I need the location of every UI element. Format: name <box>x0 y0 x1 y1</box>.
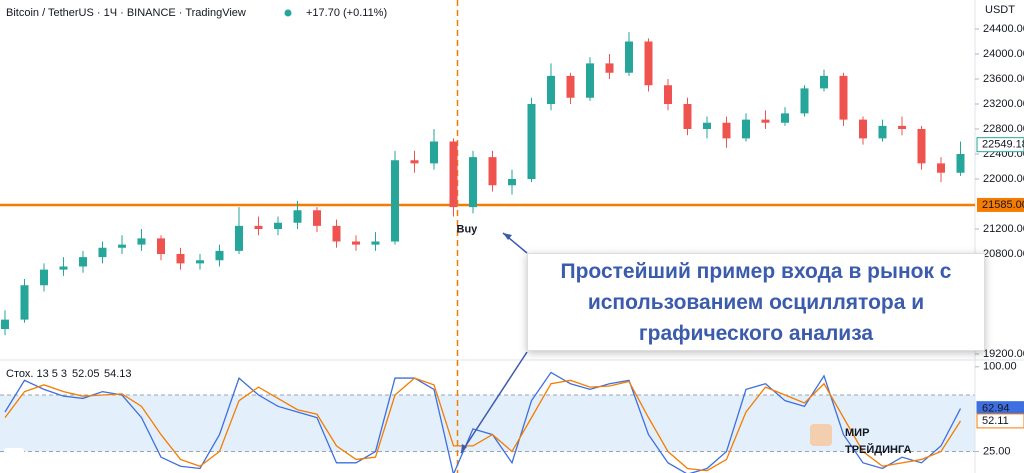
stoch-last: 62.94 <box>982 403 1010 415</box>
price-tag <box>976 137 1024 153</box>
candle-body <box>488 157 497 186</box>
candle-body <box>430 141 438 164</box>
stoch-last: 52.11 <box>982 415 1009 427</box>
y-tick-label: 24400.00 <box>983 23 1024 35</box>
candle-body <box>1 319 9 329</box>
y-tick-label: 23200.00 <box>983 98 1024 110</box>
arrow <box>460 351 528 454</box>
candle-body <box>40 269 48 286</box>
candle-body <box>352 241 360 245</box>
candle-body <box>820 75 828 89</box>
stoch-legend: 52.05 <box>72 368 100 380</box>
candle-body <box>274 222 282 229</box>
candle-body <box>664 85 672 104</box>
y-tick-label: 23600.00 <box>983 73 1024 85</box>
y-tick-label: 22000.00 <box>983 173 1024 185</box>
price-label: 22549.18 <box>982 139 1024 151</box>
level-tag <box>977 197 1024 212</box>
candle-body <box>878 125 887 139</box>
candle-body <box>644 41 653 86</box>
level-label: 21585.00 <box>982 199 1024 211</box>
logo-text: МИР <box>845 427 869 439</box>
candle-body <box>722 122 731 139</box>
y-tick-label: 25.00 <box>983 445 1011 457</box>
candle-body <box>586 63 594 98</box>
arrow-head <box>461 444 467 453</box>
stoch-tag <box>976 413 1024 429</box>
candle-body <box>625 41 633 73</box>
candle-body <box>469 157 477 208</box>
y-tick-label: 19200.00 <box>983 348 1024 360</box>
y-tick-label: 100.00 <box>983 361 1017 373</box>
candle-body <box>781 113 789 123</box>
candle-body <box>332 225 341 242</box>
candle-body <box>898 125 906 129</box>
candle-body <box>800 88 809 114</box>
stoch-line <box>4 377 962 472</box>
candle-body <box>235 225 243 251</box>
candle-body <box>683 104 692 129</box>
candle-body <box>956 154 965 173</box>
buy-label: Buy <box>457 223 479 235</box>
logo-text: ТРЕЙДИНГА <box>845 443 912 456</box>
stoch-line <box>4 371 962 473</box>
candle-body <box>859 119 867 139</box>
candle-body <box>313 210 321 226</box>
candle-body <box>449 141 458 208</box>
axis-unit: USDT <box>985 4 1015 16</box>
arrow-head <box>503 233 512 240</box>
candle-body <box>742 119 750 139</box>
symbol: Bitcoin / TetherUS · 1Ч · BINANCE · Trad… <box>6 7 246 19</box>
change: +17.70 (+0.11%) <box>306 7 387 19</box>
candle-body <box>157 238 165 254</box>
candle-body <box>79 257 87 267</box>
candle-body <box>839 75 848 120</box>
y-tick-label: 20800.00 <box>983 248 1024 260</box>
candle-body <box>508 179 516 186</box>
candle-body <box>293 210 302 223</box>
candle-body <box>59 266 68 270</box>
candle-body <box>118 244 126 248</box>
candle-body <box>371 241 380 245</box>
candle-body <box>410 160 419 164</box>
candle-body <box>917 129 926 164</box>
annotation: Простейший пример входа в рынок с исполь… <box>527 253 985 351</box>
candle-body <box>176 254 185 264</box>
tv-logo <box>4 448 24 466</box>
logo-icon <box>810 424 832 446</box>
candle-body <box>254 225 263 229</box>
candle-body <box>937 163 945 173</box>
stoch-legend: 54.13 <box>104 368 132 380</box>
status-dot <box>284 9 292 17</box>
y-tick-label: 24000.00 <box>983 48 1024 60</box>
candle-body <box>547 75 555 104</box>
candle-body <box>527 104 536 179</box>
candle-body <box>137 238 146 245</box>
candle-body <box>196 260 204 264</box>
stoch-title: Стох. 13 5 3 <box>6 368 67 380</box>
candle-body <box>98 247 107 258</box>
candle-body <box>391 160 399 242</box>
candle-body <box>605 63 614 73</box>
candle-body <box>20 285 29 320</box>
candle-body <box>566 75 575 98</box>
candle-body <box>703 122 711 129</box>
y-tick-label: 21200.00 <box>983 223 1024 235</box>
y-tick-label: 22800.00 <box>983 123 1024 135</box>
candle-body <box>761 119 770 123</box>
candle-body <box>215 250 224 261</box>
